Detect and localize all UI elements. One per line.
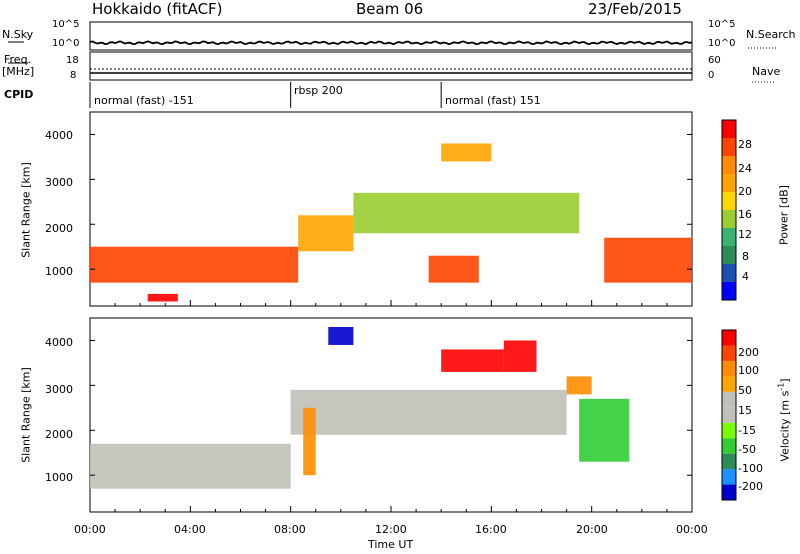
xtick-6: 00:00 bbox=[676, 523, 708, 536]
vel-cb-tick-neg50: -50 bbox=[738, 443, 756, 456]
freq-panel-frame bbox=[89, 51, 693, 81]
sky-panel-frame bbox=[89, 21, 693, 51]
date-label: 23/Feb/2015 bbox=[588, 0, 682, 18]
vel-cb-tick-neg100: -100 bbox=[738, 462, 763, 475]
xtick-3: 12:00 bbox=[375, 523, 407, 536]
velocity-colorbar-segment bbox=[722, 453, 736, 470]
vel-cb-tick-200: 200 bbox=[738, 346, 759, 359]
cpid-segment-2: rbsp 200 bbox=[294, 84, 343, 97]
freq-unit-label: [MHz] bbox=[2, 65, 35, 78]
beam-label: Beam 06 bbox=[356, 0, 424, 18]
velocity-ytick-3000: 3000 bbox=[45, 383, 73, 396]
power-region-3 bbox=[441, 143, 492, 162]
power-colorbar-frame bbox=[721, 119, 737, 301]
power-ytick-3000: 3000 bbox=[45, 176, 73, 189]
power-colorbar-segment bbox=[722, 156, 736, 174]
vel-cb-tick-neg15: -15 bbox=[738, 424, 756, 437]
velocity-region-1 bbox=[290, 389, 567, 435]
velocity-region-6 bbox=[303, 407, 316, 476]
power-colorbar-segment bbox=[722, 120, 736, 138]
vel-cb-tick-15: 15 bbox=[738, 404, 752, 417]
nsky-tick-top: 10^5 bbox=[52, 19, 80, 30]
nsky-tick-bottom: 10^0 bbox=[52, 38, 80, 49]
xtick-0: 00:00 bbox=[74, 523, 106, 536]
power-cb-tick-12: 12 bbox=[738, 228, 752, 241]
nave-label: Nave bbox=[752, 65, 781, 78]
nsky-label: N.Sky bbox=[2, 28, 34, 41]
vel-cb-tick-neg200: -200 bbox=[738, 480, 763, 493]
nave-tick-bottom: 0 bbox=[708, 70, 715, 81]
power-region-0 bbox=[90, 246, 299, 283]
velocity-region-4 bbox=[328, 326, 354, 345]
power-cb-tick-8: 8 bbox=[742, 250, 749, 263]
velocity-colorbar-segment bbox=[722, 330, 736, 346]
velocity-colorbar-segment bbox=[722, 391, 736, 408]
velocity-region-2 bbox=[441, 349, 504, 372]
power-colorbar-segment bbox=[722, 282, 736, 300]
chart-title: Hokkaido (fitACF) bbox=[92, 0, 223, 18]
power-cb-tick-20: 20 bbox=[738, 185, 752, 198]
power-colorbar-segment bbox=[722, 174, 736, 192]
nsearch-label: N.Search bbox=[746, 28, 796, 41]
velocity-colorbar-frame bbox=[721, 329, 737, 501]
freq-tick-bottom: 8 bbox=[70, 70, 77, 81]
freq-tick-top: 18 bbox=[66, 55, 79, 66]
xtick-5: 20:00 bbox=[576, 523, 608, 536]
power-colorbar-segment bbox=[722, 192, 736, 210]
velocity-colorbar-segment bbox=[722, 345, 736, 361]
power-region-5 bbox=[147, 293, 178, 302]
cpid-segment-3: normal (fast) 151 bbox=[445, 94, 541, 107]
velocity-colorbar-segment bbox=[722, 360, 736, 377]
velocity-colorbar-segment bbox=[722, 422, 736, 439]
xtick-1: 04:00 bbox=[174, 523, 206, 536]
power-region-1 bbox=[298, 215, 354, 252]
velocity-region-3 bbox=[503, 340, 537, 372]
cpid-segment-1: normal (fast) -151 bbox=[94, 94, 194, 107]
power-region-2 bbox=[353, 192, 580, 234]
vel-cb-tick-50: 50 bbox=[738, 384, 752, 397]
nsearch-tick-bottom: 10^0 bbox=[708, 38, 736, 49]
power-ytick-4000: 4000 bbox=[45, 129, 73, 142]
xtick-4: 16:00 bbox=[475, 523, 507, 536]
power-colorbar-segment bbox=[722, 246, 736, 264]
power-cb-tick-4: 4 bbox=[742, 270, 749, 283]
vel-cb-tick-100: 100 bbox=[738, 364, 759, 377]
power-region-6 bbox=[604, 237, 692, 283]
power-colorbar-segment bbox=[722, 228, 736, 246]
cpid-label: CPID bbox=[4, 88, 34, 101]
power-colorbar-segment bbox=[722, 138, 736, 156]
velocity-colorbar-segment bbox=[722, 484, 736, 500]
velocity-colorbar-segment bbox=[722, 376, 736, 392]
power-cb-tick-16: 16 bbox=[738, 208, 752, 221]
power-ytick-2000: 2000 bbox=[45, 222, 73, 235]
power-colorbar-segment bbox=[722, 264, 736, 282]
velocity-region-0 bbox=[90, 443, 291, 489]
xtick-2: 08:00 bbox=[274, 523, 306, 536]
velocity-ytick-4000: 4000 bbox=[45, 336, 73, 349]
power-colorbar-segment bbox=[722, 210, 736, 228]
power-cb-tick-28: 28 bbox=[738, 138, 752, 151]
power-ytick-1000: 1000 bbox=[45, 265, 73, 278]
velocity-region-7 bbox=[566, 376, 592, 395]
velocity-ytick-2000: 2000 bbox=[45, 428, 73, 441]
velocity-colorbar-segment bbox=[722, 407, 736, 423]
velocity-region-5 bbox=[579, 398, 630, 462]
velocity-colorbar-segment bbox=[722, 469, 736, 485]
nsky-trace bbox=[89, 40, 693, 46]
velocity-colorbar-segment bbox=[722, 438, 736, 454]
power-cb-tick-24: 24 bbox=[738, 162, 752, 175]
power-region-4 bbox=[428, 255, 479, 283]
nave-tick-top: 60 bbox=[708, 55, 721, 66]
nsearch-tick-top: 10^5 bbox=[708, 19, 736, 30]
xaxis-label: Time UT bbox=[368, 538, 414, 551]
velocity-ytick-1000: 1000 bbox=[45, 471, 73, 484]
